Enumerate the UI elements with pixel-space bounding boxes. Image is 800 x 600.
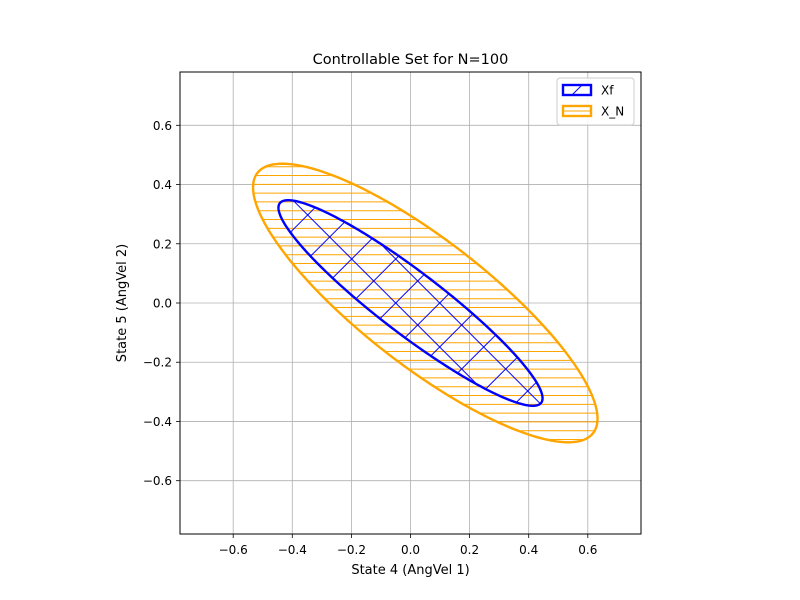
ellipse-x-n	[251, 162, 599, 444]
y-tick-label: 0.2	[153, 237, 172, 251]
hatch-line	[292, 200, 499, 406]
y-axis-label: State 5 (AngVel 2)	[115, 244, 130, 362]
x-tick-label: −0.4	[278, 543, 307, 557]
x-tick-label: 0.2	[460, 543, 479, 557]
y-tick-label: 0.0	[153, 297, 172, 311]
legend-label: X_N	[601, 105, 624, 119]
x-tick-label: 0.0	[401, 543, 420, 557]
hatch-line	[278, 200, 367, 406]
axis-ticks: −0.6 −0.4 −0.2 0.0 0.2 0.4 0.6 −0.6 −0.4 −0.2 0.0 0…	[143, 119, 597, 557]
y-tick-label: −0.2	[143, 356, 172, 370]
y-tick-label: 0.6	[153, 119, 172, 133]
y-tick-label: −0.4	[143, 415, 172, 429]
chart-title: Controllable Set for N=100	[313, 52, 509, 68]
legend: Xf X_N	[556, 77, 635, 126]
hatch-line	[468, 200, 543, 406]
x-tick-label: 0.4	[519, 543, 538, 557]
legend-hatch	[571, 84, 583, 96]
ellipse-xf	[277, 198, 544, 408]
x-tick-label: 0.6	[578, 543, 597, 557]
x-tick-label: −0.2	[337, 543, 366, 557]
legend-label: Xf	[601, 84, 614, 98]
y-tick-label: −0.6	[143, 474, 172, 488]
y-tick-label: 0.4	[153, 178, 172, 192]
x-tick-label: −0.6	[219, 543, 248, 557]
grid-lines	[180, 72, 641, 534]
x-axis-label: State 4 (AngVel 1)	[351, 563, 469, 578]
